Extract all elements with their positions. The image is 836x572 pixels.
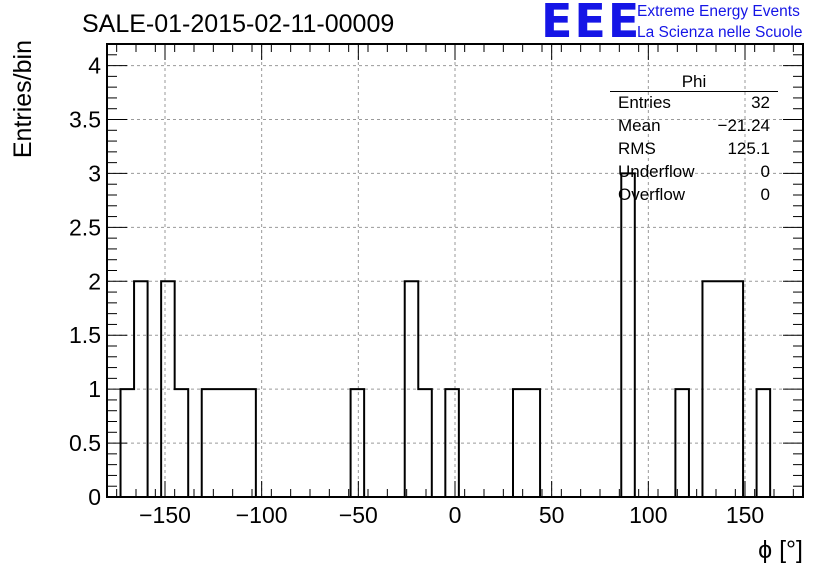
x-tick-label: 100: [629, 502, 667, 528]
stats-row-entries: Entries 32: [618, 93, 770, 115]
histogram-bin: [351, 389, 365, 497]
stats-value: 125.1: [727, 139, 770, 158]
stats-value: 0: [760, 162, 770, 181]
logo-subtitle-line1: Extreme Energy Events: [637, 3, 800, 20]
y-tick-label: 1: [88, 376, 101, 402]
y-axis-label: Entries/bin: [9, 40, 37, 158]
x-tick-label: 0: [449, 502, 462, 528]
tick-labels: −150 −100 −50 0 50 100 150 0 0.5 1 1.5 2 2.5 3 3.5 4: [69, 53, 764, 528]
logo-subtitle-line2: La Scienza nelle Scuole: [637, 24, 803, 41]
y-tick-label: 3: [88, 160, 101, 186]
y-tick-label: 0: [88, 484, 101, 510]
histogram-bin: [405, 281, 419, 497]
x-tick-label: 50: [539, 502, 565, 528]
stats-row-mean: Mean −21.24: [618, 116, 770, 138]
x-tick-label: −100: [236, 502, 288, 528]
stats-key: Entries: [618, 93, 671, 112]
stats-key: Underflow: [618, 162, 695, 181]
stats-row-overflow: Overflow 0: [618, 185, 770, 207]
x-tick-label: −150: [139, 502, 191, 528]
x-axis-label: ϕ [°]: [758, 536, 803, 564]
y-tick-label: 4: [88, 53, 101, 79]
y-tick-label: 2.5: [69, 214, 101, 240]
stats-key: Overflow: [618, 185, 686, 204]
stats-key: RMS: [618, 139, 656, 158]
y-tick-label: 3.5: [69, 107, 101, 133]
eee-logo: EEE: [541, 0, 642, 48]
x-tick-label: 150: [726, 502, 764, 528]
y-tick-label: 0.5: [69, 430, 101, 456]
stats-key: Mean: [618, 116, 661, 135]
stats-value: 32: [751, 93, 770, 112]
y-tick-label: 2: [88, 268, 101, 294]
stats-value: −21.24: [717, 116, 770, 135]
stats-row-rms: RMS 125.1: [618, 139, 770, 161]
stats-divider: [610, 91, 778, 92]
axis-ticks: [107, 44, 803, 498]
x-tick-label: −50: [339, 502, 378, 528]
stats-title: Phi: [681, 72, 707, 91]
grid-lines: [107, 44, 803, 498]
y-tick-label: 1.5: [69, 322, 101, 348]
stats-row-underflow: Underflow 0: [618, 162, 770, 184]
stats-value: 0: [760, 185, 770, 204]
run-title: SALE-01-2015-02-11-00009: [82, 10, 395, 38]
